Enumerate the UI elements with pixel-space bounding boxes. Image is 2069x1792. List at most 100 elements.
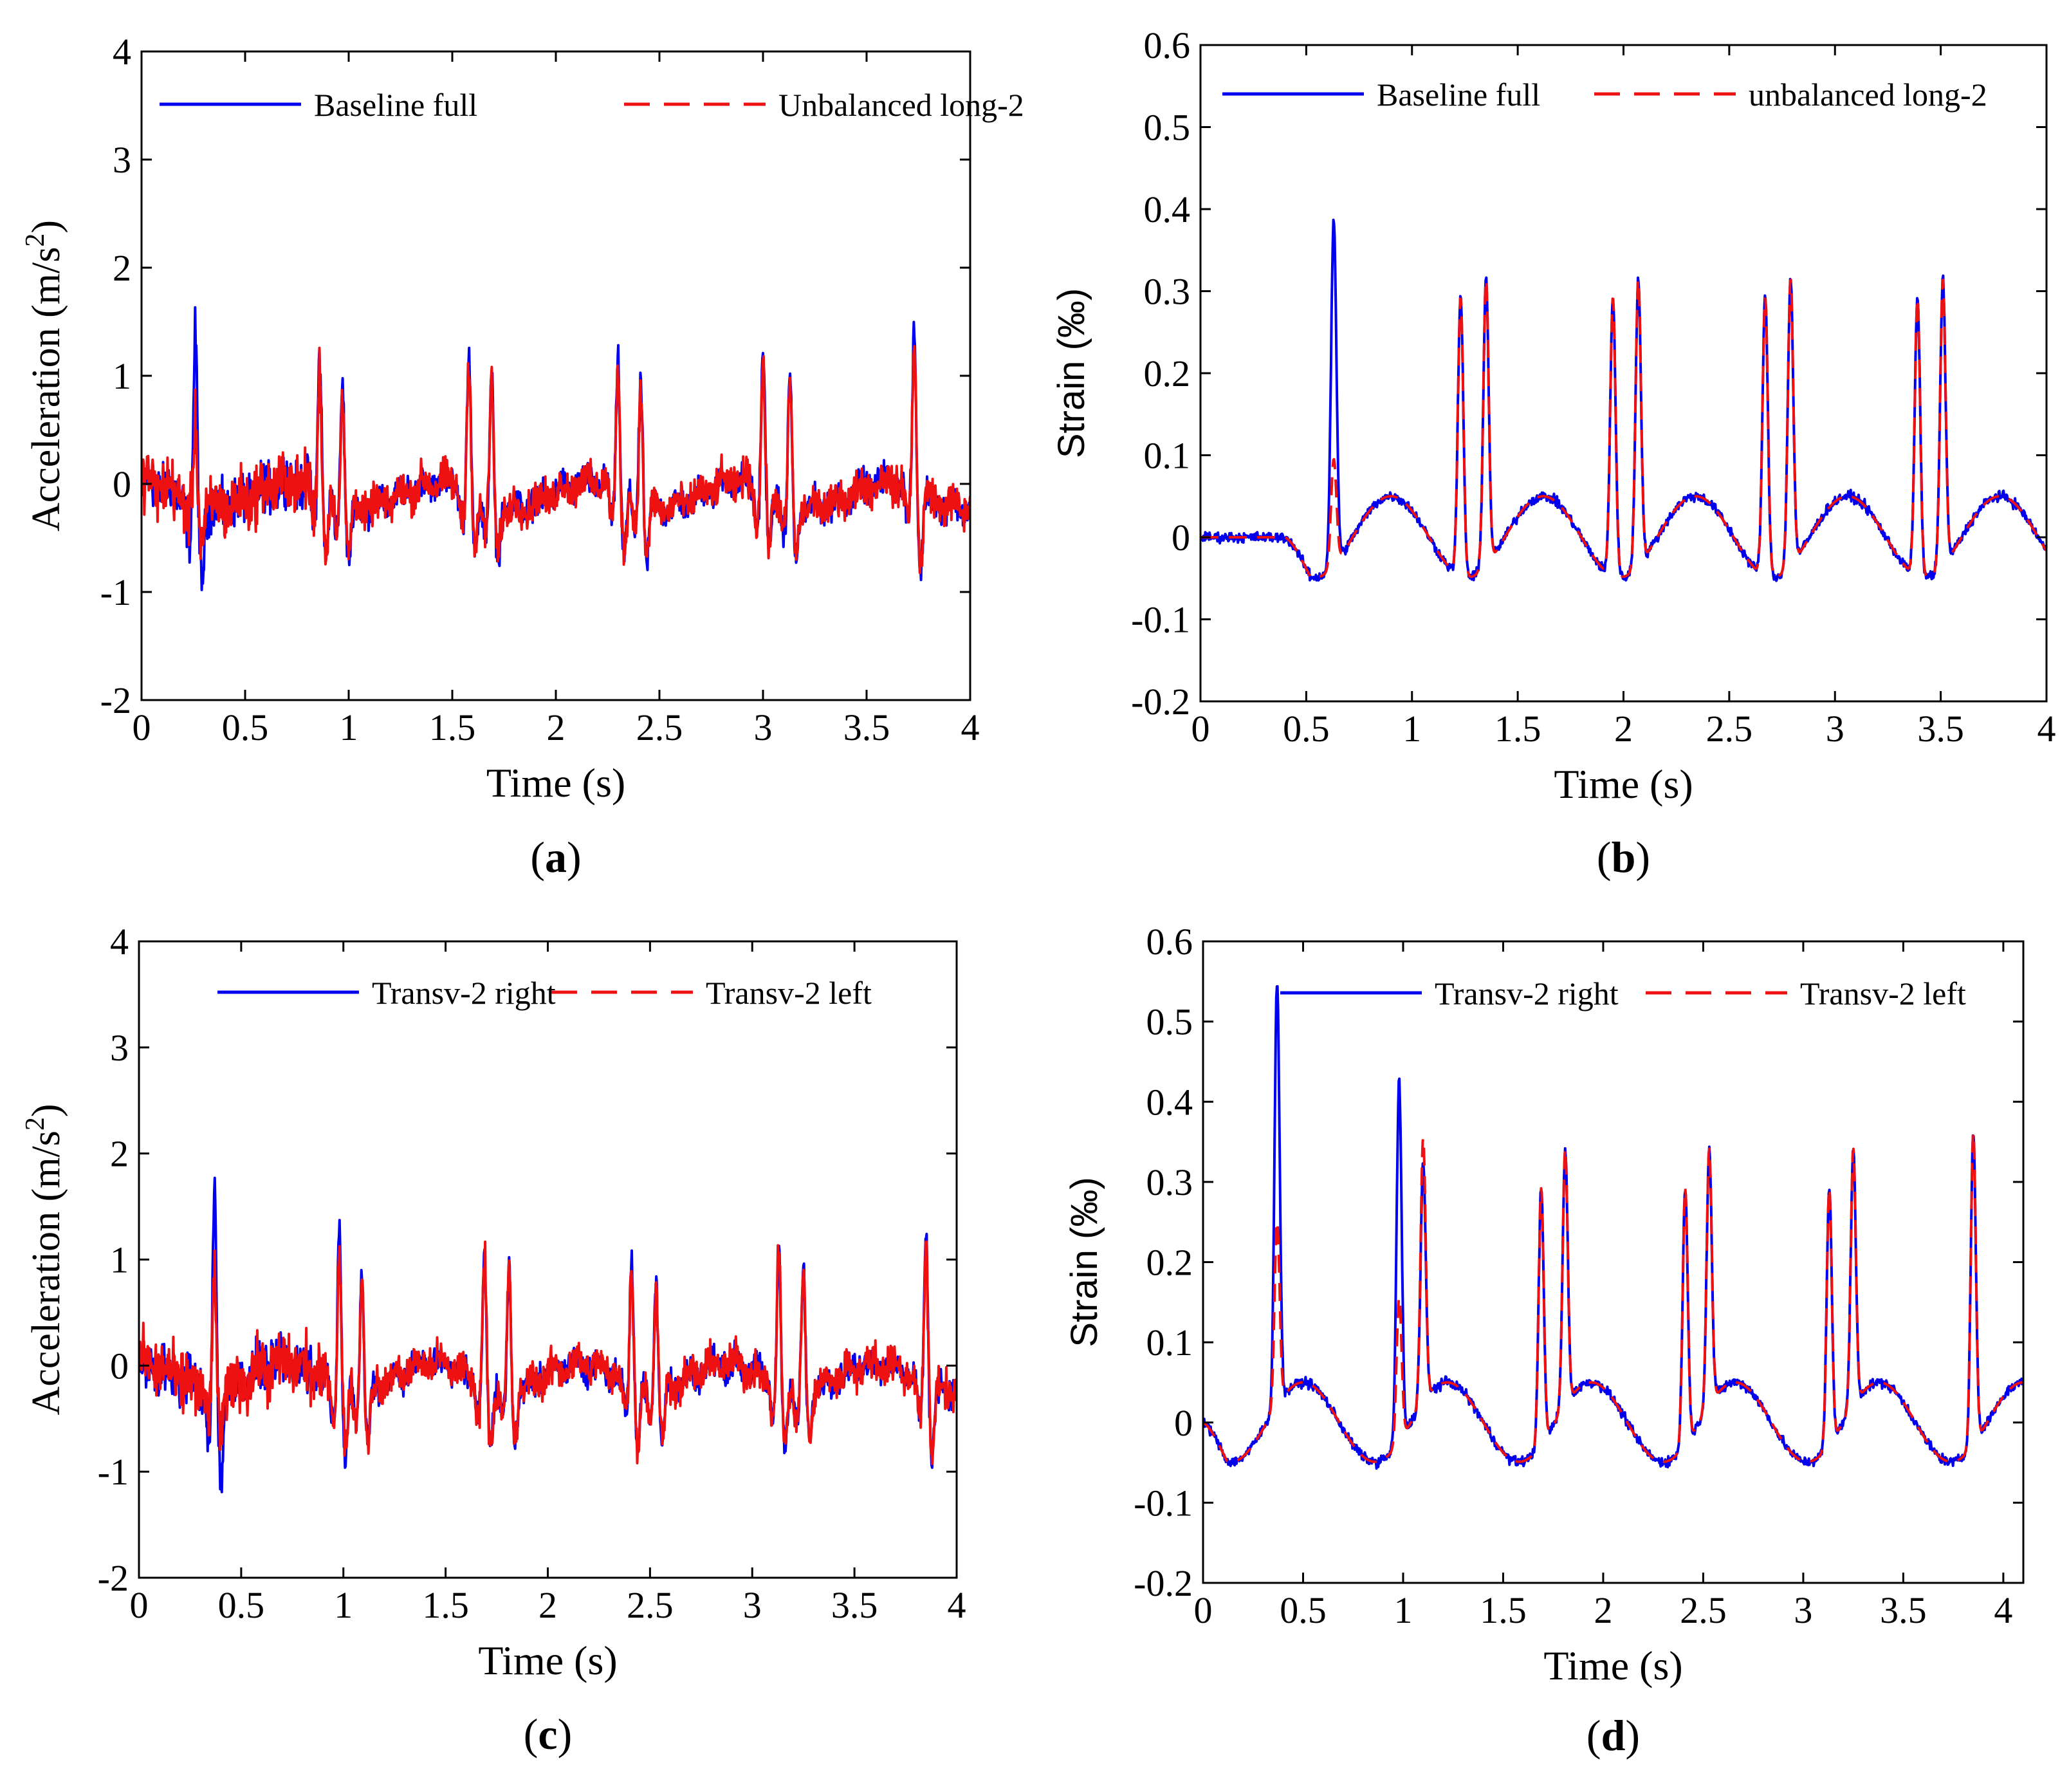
x-axis-label: Time (s)	[486, 760, 625, 806]
panel-caption-close: )	[1635, 833, 1650, 882]
panel-caption: (d)	[1586, 1711, 1640, 1760]
series-line-dashed	[1200, 279, 2046, 579]
panel-caption-open: (	[530, 833, 545, 882]
series-group	[1203, 985, 2023, 1470]
x-tick-label: 3.5	[1880, 1589, 1927, 1631]
x-tick-label: 1	[1393, 1589, 1412, 1631]
y-tick-label: -1	[98, 1451, 129, 1493]
y-tick-label: 0.1	[1144, 435, 1191, 477]
y-tick-label: 4	[113, 31, 131, 73]
x-tick-label: 4	[961, 707, 980, 748]
y-axis-label-sup: 2	[21, 1117, 50, 1131]
panel-caption: (a)	[530, 833, 581, 882]
y-tick-label: 4	[110, 921, 129, 963]
x-axis-label: Time (s)	[1554, 761, 1693, 807]
chart-panel-a: 0 0.5 1 1.5 2 2.5 3 3.5 4 -2 -1 0 1 2 3 4 Time (s) Accele…	[21, 31, 1024, 882]
series-line-solid	[139, 1176, 957, 1493]
y-tick-label: 0.6	[1144, 24, 1191, 66]
y-tick-label: 0	[1174, 1402, 1193, 1444]
series-line-dashed	[139, 1240, 957, 1466]
x-tick-label: 1	[334, 1584, 353, 1626]
x-tick-label: 1	[1402, 708, 1421, 750]
legend-label: Transv-2 right	[372, 975, 556, 1011]
y-tick-label: 0	[1172, 517, 1190, 559]
y-tick-label: -0.2	[1131, 681, 1190, 723]
y-tick-label: 0.2	[1144, 353, 1191, 394]
x-tick-label: 2	[538, 1584, 557, 1626]
x-tick-label: 4	[2037, 708, 2056, 750]
y-tick-label: 3	[110, 1027, 129, 1069]
y-tick-label: 1	[113, 355, 131, 397]
y-axis-label: Acceleration (m/s2)	[21, 220, 68, 531]
x-tick-label: 3	[754, 707, 773, 748]
x-tick-label: 1.5	[1480, 1589, 1527, 1631]
axes-frame	[140, 50, 971, 701]
y-axis-label-sup: 2	[21, 234, 50, 247]
legend-label: Baseline full	[314, 87, 477, 123]
x-tick-label: 0.5	[1280, 1589, 1327, 1631]
series-group	[139, 1176, 957, 1493]
chart-panel-b: 0 0.5 1 1.5 2 2.5 3 3.5 4 -0.2 -0.1 0 0.1 0.2 0.3 0.4 0.…	[1051, 24, 2056, 882]
axes-frame	[1202, 940, 2025, 1584]
series-group	[1200, 218, 2046, 582]
x-tick-label: 2.5	[627, 1584, 674, 1626]
series-group	[142, 306, 970, 591]
panel-caption: (c)	[524, 1710, 573, 1759]
x-tick-label: 1	[340, 707, 358, 748]
x-tick-label: 0	[1194, 1589, 1213, 1631]
panel-caption-close: )	[558, 1710, 573, 1759]
x-tick-label: 0	[130, 1584, 149, 1626]
x-tick-label: 3	[743, 1584, 762, 1626]
panel-caption-letter: a	[545, 833, 567, 882]
y-axis-label: Strain (‰)	[1051, 288, 1092, 458]
y-tick-label: 3	[113, 139, 131, 181]
x-tick-label: 2.5	[1706, 708, 1753, 750]
series-line-dashed	[142, 345, 970, 575]
series-line-dashed	[1203, 1131, 2023, 1463]
x-tick-label: 1.5	[1494, 708, 1541, 750]
y-tick-label: 0.3	[1144, 271, 1191, 313]
chart-panel-c: 0 0.5 1 1.5 2 2.5 3 3.5 4 -2 -1 0 1 2 3 4 Time (s) Accele…	[21, 921, 966, 1759]
panel-caption-close: )	[567, 833, 582, 882]
y-tick-label: 0.3	[1146, 1161, 1193, 1203]
legend-label: Transv-2 right	[1435, 975, 1619, 1011]
x-tick-label: 3	[1794, 1589, 1812, 1631]
x-tick-label: 3.5	[1917, 708, 1964, 750]
y-tick-label: -1	[100, 571, 131, 613]
axes-frame	[138, 940, 958, 1579]
y-tick-label: 0.5	[1146, 1001, 1193, 1043]
y-tick-label: 0.5	[1144, 107, 1191, 149]
legend-label: Transv-2 left	[1800, 975, 1966, 1011]
y-tick-label: 0.4	[1146, 1081, 1193, 1123]
x-tick-label: 1.5	[422, 1584, 469, 1626]
x-tick-label: 0	[1191, 708, 1210, 750]
x-tick-label: 1.5	[429, 707, 476, 748]
panel-caption: (b)	[1597, 833, 1650, 882]
panel-caption-open: (	[1597, 833, 1612, 882]
panel-caption-letter: d	[1601, 1711, 1626, 1760]
x-tick-label: 0.5	[1283, 708, 1330, 750]
y-tick-label: -0.1	[1134, 1482, 1193, 1524]
x-tick-label: 3.5	[831, 1584, 878, 1626]
y-tick-label: -0.2	[1134, 1562, 1193, 1604]
y-axis-label-main: Acceleration (m/s	[24, 1131, 68, 1415]
y-tick-label: 0.1	[1146, 1322, 1193, 1363]
x-tick-label: 0.5	[218, 1584, 265, 1626]
x-tick-label: 2	[1614, 708, 1633, 750]
panel-caption-letter: c	[538, 1710, 557, 1759]
y-axis-label-tail: )	[24, 1104, 68, 1117]
y-tick-label: 0.6	[1146, 921, 1193, 963]
series-line-solid	[1203, 985, 2023, 1470]
y-tick-label: -0.1	[1131, 599, 1190, 641]
x-tick-label: 2.5	[1680, 1589, 1727, 1631]
x-tick-label: 3	[1826, 708, 1844, 750]
panel-caption-close: )	[1625, 1711, 1640, 1760]
x-tick-label: 0.5	[222, 707, 269, 748]
y-tick-label: -2	[98, 1557, 129, 1599]
legend-label: Baseline full	[1377, 77, 1540, 113]
panel-caption-letter: b	[1612, 833, 1636, 882]
x-tick-label: 0	[133, 707, 151, 748]
x-tick-label: 4	[1994, 1589, 2012, 1631]
